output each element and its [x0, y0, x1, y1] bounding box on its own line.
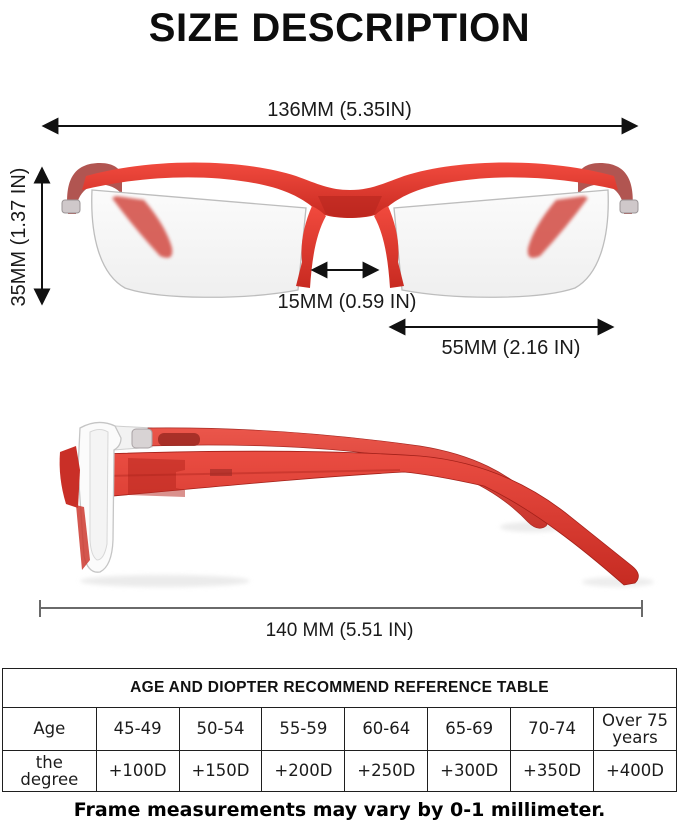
degree-cell: +100D	[95, 750, 180, 792]
age-diopter-reference-table: AGE AND DIOPTER RECOMMEND REFERENCE TABL…	[2, 668, 677, 792]
age-cell: 60-64	[344, 707, 429, 751]
degree-cell: +400D	[593, 750, 677, 792]
far-temple-hinge-slot	[158, 433, 200, 446]
degree-cell: +150D	[178, 750, 263, 792]
far-temple-hinge-screw	[131, 428, 153, 449]
age-cell: 45-49	[95, 707, 180, 751]
near-temple-hinge-block	[128, 458, 185, 497]
degree-cell: +300D	[427, 750, 512, 792]
right-temple-through-lens	[527, 196, 588, 258]
age-row: Age 45-49 50-54 55-59 60-64 65-69 70-74 …	[2, 707, 677, 751]
table-title-row: AGE AND DIOPTER RECOMMEND REFERENCE TABL…	[2, 668, 677, 708]
temple-length-label: 140 MM (5.51 IN)	[265, 620, 414, 641]
far-temple-arm	[147, 427, 549, 529]
near-temple-arm	[101, 450, 639, 586]
brow-edge-sliver	[76, 505, 90, 570]
right-nose-leg	[374, 206, 404, 288]
age-cell: 50-54	[178, 707, 263, 751]
age-cell: 70-74	[510, 707, 595, 751]
bridge-face	[318, 196, 382, 218]
brow-bar	[82, 162, 618, 218]
near-temple-metal-detail	[210, 469, 232, 476]
left-nose-leg	[296, 206, 326, 288]
glasses-front-view-image	[33, 117, 639, 336]
lens-width-label: 55MM (2.16 IN)	[441, 337, 581, 359]
degree-cell: +250D	[344, 750, 429, 792]
near-temple-seam	[103, 469, 401, 477]
age-cell: 55-59	[261, 707, 346, 751]
glasses-side-view-image	[39, 421, 654, 617]
frame-width-label: 136MM (5.35IN)	[267, 99, 412, 121]
degree-cell: +200D	[261, 750, 346, 792]
temple-length-dimension	[39, 600, 643, 617]
footer-note: Frame measurements may vary by 0-1 milli…	[73, 799, 606, 821]
dimension-arrows	[33, 117, 639, 336]
age-row-header: Age	[2, 707, 97, 751]
degree-row: the degree +100D +150D +200D +250D +300D…	[2, 750, 677, 792]
page-title: SIZE DESCRIPTION	[148, 6, 531, 50]
bridge-width-label: 15MM (0.59 IN)	[277, 291, 417, 313]
age-cell: 65-69	[427, 707, 512, 751]
table-title: AGE AND DIOPTER RECOMMEND REFERENCE TABL…	[2, 668, 677, 708]
frame-front-profile	[77, 421, 122, 573]
degree-cell: +350D	[510, 750, 595, 792]
degree-row-header: the degree	[2, 750, 97, 792]
brow-edge-tab	[59, 446, 80, 508]
age-cell: Over 75 years	[593, 707, 677, 751]
left-temple-through-lens	[112, 196, 173, 258]
